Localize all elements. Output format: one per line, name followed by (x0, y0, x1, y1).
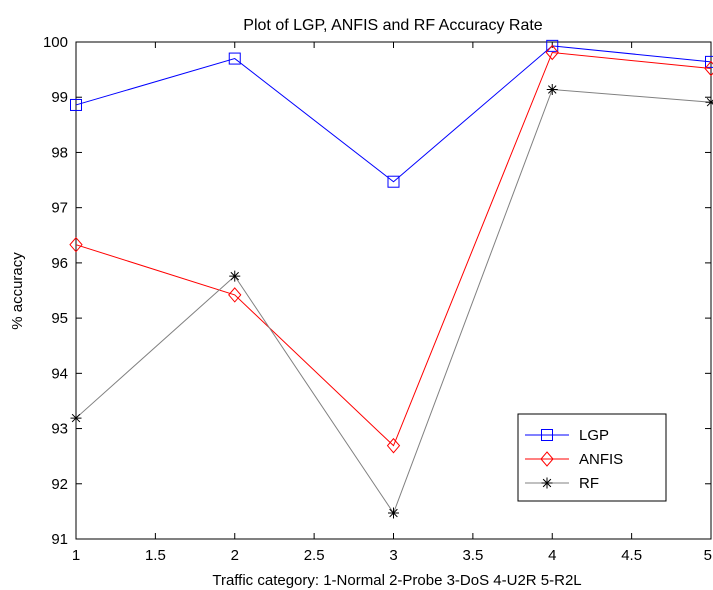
x-axis-label: Traffic category: 1-Normal 2-Probe 3-DoS… (212, 572, 581, 589)
series-lgp (70, 39, 713, 188)
lgp-point (387, 175, 400, 188)
lgp-point (705, 55, 713, 68)
rf-point (70, 412, 82, 424)
legend-marker-lgp (541, 429, 553, 441)
y-tick-label: 97 (51, 200, 68, 217)
anfis-point (545, 44, 559, 61)
anfis-point (228, 287, 242, 303)
x-tick-label: 1 (72, 547, 80, 564)
y-tick-label: 99 (51, 89, 68, 106)
series-anfis (69, 44, 713, 454)
anfis-point (704, 60, 713, 77)
rf-point (229, 270, 241, 282)
x-tick-label: 3 (389, 547, 397, 564)
y-tick-label: 93 (51, 421, 68, 438)
x-tick-label: 2.5 (304, 547, 325, 564)
y-axis-label: % accuracy (9, 252, 26, 330)
x-tick-label: 4 (548, 547, 556, 564)
y-tick-label: 92 (51, 476, 68, 493)
lgp-line (75, 45, 712, 183)
anfis-line (75, 51, 712, 447)
legend-label-rf: RF (579, 475, 599, 492)
chart-title: Plot of LGP, ANFIS and RF Accuracy Rate (243, 17, 543, 34)
legend-label-anfis: ANFIS (579, 451, 623, 468)
y-tick-label: 91 (51, 531, 68, 548)
legend-marker-rf (541, 477, 553, 489)
y-tick-label: 100 (43, 34, 68, 51)
legend: LGP ANFIS RF (517, 413, 667, 502)
rf-point (705, 96, 713, 108)
x-tick-label: 3.5 (462, 547, 483, 564)
x-tick-label: 4.5 (621, 547, 642, 564)
x-tick-label: 5 (704, 547, 712, 564)
lgp-point (546, 39, 559, 52)
series-layer (69, 39, 713, 519)
rf-point (388, 507, 399, 519)
anfis-point (386, 437, 401, 454)
lgp-point (70, 98, 82, 111)
legend-label-lgp: LGP (579, 427, 609, 444)
y-tick-label: 95 (51, 310, 68, 327)
x-tick-label: 2 (231, 547, 239, 564)
series-rf (70, 83, 713, 519)
y-tick-label: 96 (51, 255, 68, 272)
x-tick-label: 1.5 (145, 547, 166, 564)
y-tick-label: 94 (51, 365, 68, 382)
y-tick-label: 98 (51, 144, 68, 161)
legend-marker-anfis (540, 451, 554, 467)
anfis-point (69, 236, 83, 253)
axis-ticks: 1 1.5 2 2.5 3 3.5 4 4.5 5 91 92 93 94 95 96 97 98 99 100 (43, 34, 712, 564)
lgp-point (228, 52, 241, 65)
rf-point (546, 83, 558, 95)
